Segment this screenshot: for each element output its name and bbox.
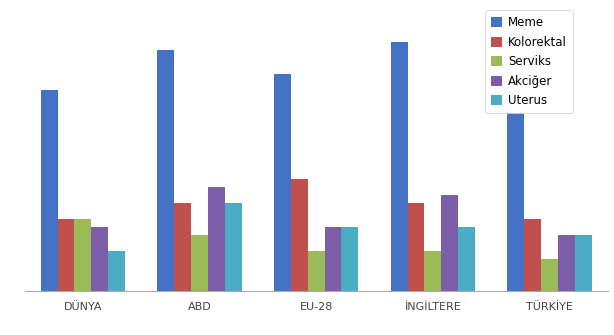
- Bar: [408, 203, 424, 291]
- Bar: [524, 219, 541, 291]
- Bar: [325, 227, 341, 291]
- Bar: [458, 227, 475, 291]
- Bar: [558, 235, 575, 291]
- Legend: Meme, Kolorektal, Serviks, Akciğer, Uterus: Meme, Kolorektal, Serviks, Akciğer, Uter…: [486, 10, 573, 113]
- Bar: [424, 251, 441, 291]
- Bar: [391, 42, 408, 291]
- Bar: [41, 90, 58, 291]
- Bar: [541, 259, 558, 291]
- Bar: [291, 179, 308, 291]
- Bar: [174, 203, 191, 291]
- Bar: [225, 203, 242, 291]
- Bar: [58, 219, 74, 291]
- Bar: [191, 235, 208, 291]
- Bar: [91, 227, 108, 291]
- Bar: [341, 227, 359, 291]
- Bar: [507, 98, 524, 291]
- Bar: [308, 251, 325, 291]
- Bar: [74, 219, 91, 291]
- Bar: [441, 195, 458, 291]
- Bar: [208, 187, 225, 291]
- Bar: [274, 74, 291, 291]
- Bar: [575, 235, 592, 291]
- Bar: [108, 251, 125, 291]
- Bar: [157, 50, 174, 291]
